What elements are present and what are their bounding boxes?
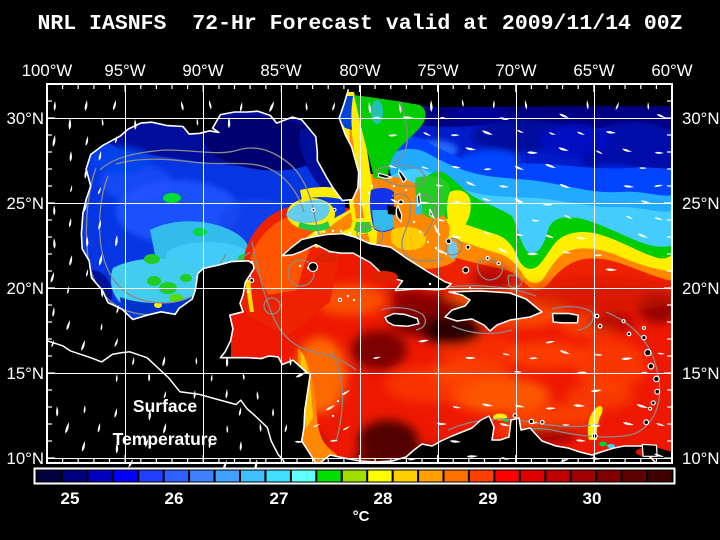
- svg-text:Temperature: Temperature: [113, 429, 218, 449]
- svg-text:20°N: 20°N: [682, 279, 720, 298]
- svg-text:25°N: 25°N: [682, 194, 720, 213]
- svg-text:°C: °C: [353, 508, 370, 525]
- svg-text:25: 25: [61, 489, 80, 508]
- svg-text:60°W: 60°W: [651, 61, 692, 80]
- svg-text:10°N: 10°N: [7, 449, 45, 468]
- svg-text:100°W: 100°W: [22, 61, 73, 80]
- svg-text:90°W: 90°W: [182, 61, 223, 80]
- svg-text:85°W: 85°W: [260, 61, 301, 80]
- svg-text:10°N: 10°N: [682, 449, 720, 468]
- svg-text:30°N: 30°N: [7, 109, 45, 128]
- svg-text:20°N: 20°N: [7, 279, 45, 298]
- svg-text:80°W: 80°W: [339, 61, 380, 80]
- svg-text:15°N: 15°N: [7, 364, 45, 383]
- svg-text:95°W: 95°W: [104, 61, 145, 80]
- svg-text:70°W: 70°W: [495, 61, 536, 80]
- svg-text:28: 28: [374, 489, 393, 508]
- svg-text:30: 30: [583, 489, 602, 508]
- svg-text:75°W: 75°W: [417, 61, 458, 80]
- svg-text:NRL IASNFS 72-Hr Forecast val: NRL IASNFS 72-Hr Forecast valid at 2009/…: [37, 12, 682, 36]
- svg-text:65°W: 65°W: [573, 61, 614, 80]
- svg-text:26: 26: [165, 489, 184, 508]
- svg-text:29: 29: [479, 489, 498, 508]
- svg-text:27: 27: [270, 489, 289, 508]
- svg-text:30°N: 30°N: [682, 109, 720, 128]
- svg-text:Surface: Surface: [133, 396, 197, 416]
- svg-text:15°N: 15°N: [682, 364, 720, 383]
- svg-text:25°N: 25°N: [7, 194, 45, 213]
